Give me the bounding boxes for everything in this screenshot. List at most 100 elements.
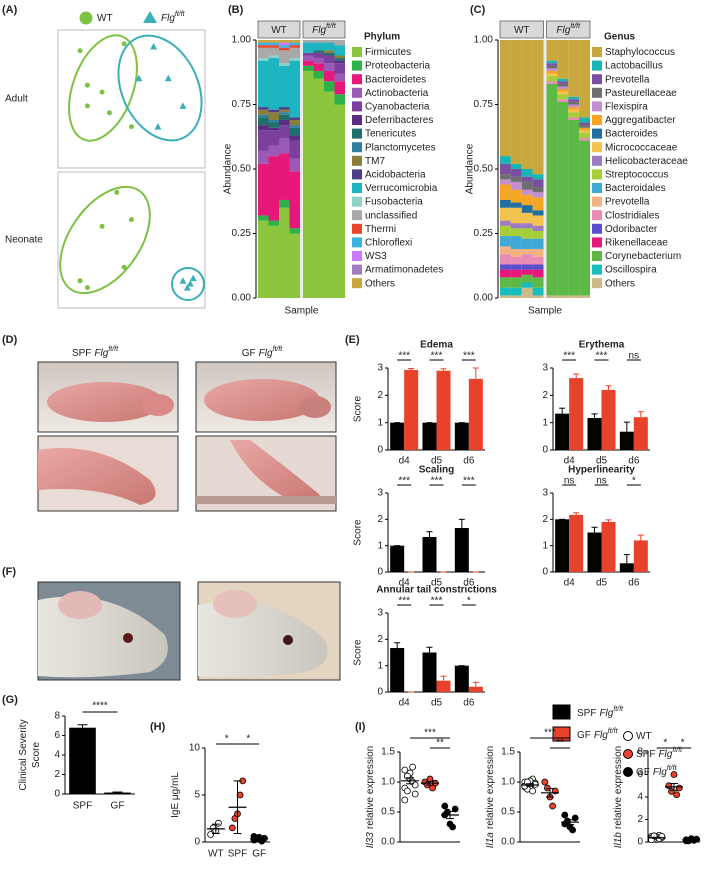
legend-swatch [592,155,602,166]
y-tick-label: 0 [377,687,383,698]
bar-segment [268,40,279,43]
bar-segment [279,138,290,154]
bar-segment [289,135,300,141]
x-tick-label: d6 [463,578,475,589]
legend-marker [79,11,93,25]
bar-segment [258,60,269,108]
legend-label: Armatimonadetes [365,265,443,276]
chart-title: Erythema [579,340,625,351]
point [84,82,90,88]
bar-segment [289,119,300,126]
y-tick-label: 1.00 [474,35,494,46]
y-axis-title-line: Score [31,742,42,769]
legend-label: Bacteroidales [605,183,666,194]
bar-segment [279,199,290,208]
bar-segment [579,117,590,123]
bar [404,369,419,450]
point [84,103,90,109]
bar [633,417,648,450]
bar-segment [303,60,314,66]
point [228,824,236,832]
photo-label-part: Flg [259,348,273,359]
legend-label: Corynebacterium [605,251,681,262]
x-axis-title: Sample [285,306,319,317]
legend-label: GF Flgft/ft [577,728,619,740]
bar [569,378,584,450]
bar-segment [313,58,324,64]
bar-segment [500,254,511,265]
legend-label: SPF Flgft/ft [636,747,683,759]
facet-strip [302,20,346,39]
facet-label: WT [514,25,530,36]
bar-segment [313,63,324,71]
significance-label: *** [544,728,556,739]
significance-label: * [225,734,229,745]
photo-spf-pup [37,361,179,433]
y-tick-label: 0 [542,445,548,456]
significance-label: * [246,734,250,745]
panel-label: (G) [2,694,18,706]
bar-segment [279,45,290,48]
point [189,274,197,282]
y-tick-label: 1.00 [232,35,252,46]
bar-segment [500,174,511,180]
legend-label: Flgft/ft [161,11,186,23]
point [179,277,187,284]
point [114,189,120,195]
bar-segment [268,112,279,120]
bar-segment [500,277,511,288]
bar-segment [324,40,335,43]
bar-segment [289,40,300,43]
bar-segment [557,86,569,90]
x-tick-label: d6 [628,456,640,467]
y-tick-label: 0 [542,567,548,578]
legend-swatch [592,74,602,85]
bar-segment [500,156,511,164]
photo-label: SPF Flgft/ft [72,346,119,358]
legend-marker [623,767,633,777]
x-tick-label: d5 [431,456,443,467]
facet-label-part: Flg [556,25,570,36]
bar-segment [532,215,544,226]
bar-segment [289,47,300,59]
panel-label: (I) [355,721,366,733]
y-tick-label: 1 [542,540,548,551]
chart-title: Edema [420,340,453,351]
bar-segment [500,184,511,200]
bar-segment [279,114,290,120]
bar-segment [500,295,511,298]
legend-label-part: Flg [658,749,672,760]
y-tick-label: 0 [637,837,643,848]
y-tick-label: 0.00 [474,293,494,304]
bar-segment [258,47,269,59]
significance-label: ** [556,738,564,749]
y-axis-title-part: Il1b [613,832,624,849]
x-tick-label: d4 [564,578,576,589]
bar-segment [268,58,279,110]
point [561,811,569,819]
y-tick-label: 0.5 [381,807,395,818]
y-tick-label: 1.5 [381,747,395,758]
bar-segment [532,192,544,198]
legend-label: GF Flgft/ft [636,765,678,777]
y-tick-label: 1.0 [381,777,395,788]
x-tick-label: GF [252,849,266,860]
bar-segment [546,65,558,69]
photo-gf-paw [195,435,337,512]
point [401,796,409,804]
facet-strip [257,20,301,39]
legend-label: Micrococcaceae [605,142,678,153]
bar-segment [268,122,279,128]
bar-segment [268,109,279,113]
legend-swatch [352,60,362,71]
bar-segment [521,238,533,249]
y-tick-label: 0.25 [474,228,494,239]
bar-segment [303,40,314,43]
bar-segment [532,187,544,193]
bar-segment [532,179,544,188]
legend-label: WS3 [365,251,387,262]
bar-segment [546,295,558,298]
y-tick-label: 1.5 [501,747,515,758]
panel-label: (A) [2,4,18,16]
